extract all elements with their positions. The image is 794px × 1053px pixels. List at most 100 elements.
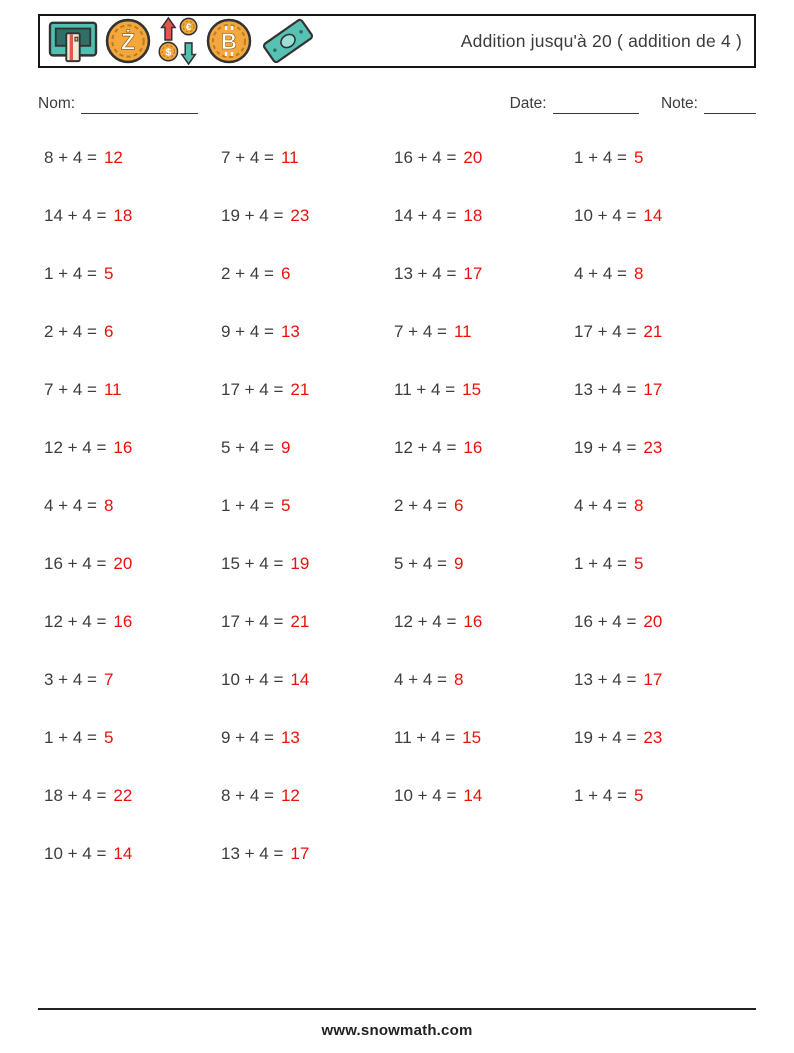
worksheet-title: Addition jusqu'à 20 ( addition de 4 ): [460, 30, 742, 51]
date-note-group: Date: Note:: [510, 94, 756, 114]
problem-cell: 16 + 4 = 20: [44, 554, 221, 574]
problem-answer: 18: [463, 206, 483, 225]
problem-answer: 16: [463, 438, 483, 457]
problem-expression: 18 + 4 =: [44, 786, 107, 805]
problem-expression: 13 + 4 =: [394, 264, 457, 283]
problem-answer: 20: [113, 554, 133, 573]
problem-answer: 8: [633, 496, 644, 515]
problem-answer: 14: [113, 844, 133, 863]
problem-cell: 13 + 4 = 17: [574, 670, 744, 690]
problem-expression: 12 + 4 =: [394, 612, 457, 631]
problem-cell: 12 + 4 = 16: [394, 438, 574, 458]
date-blank-line: [552, 96, 639, 114]
problem-expression: 1 + 4 =: [44, 728, 97, 747]
problem-expression: 12 + 4 =: [394, 438, 457, 457]
problem-cell: 7 + 4 = 11: [221, 148, 394, 168]
problem-cell: 1 + 4 = 5: [221, 496, 394, 516]
problem-expression: 15 + 4 =: [221, 554, 284, 573]
svg-text:Ż: Ż: [121, 28, 135, 54]
problem-cell: 16 + 4 = 20: [394, 148, 574, 168]
problem-expression: 19 + 4 =: [574, 728, 637, 747]
problem-answer: 6: [103, 322, 114, 341]
problem-cell: 10 + 4 = 14: [44, 844, 221, 864]
problem-expression: 10 + 4 =: [394, 786, 457, 805]
problem-cell: 4 + 4 = 8: [574, 496, 744, 516]
name-blank-line: [81, 96, 199, 114]
svg-text:$: $: [165, 46, 171, 58]
problem-expression: 10 + 4 =: [574, 206, 637, 225]
problem-answer: 20: [643, 612, 663, 631]
money-icon-row: Ż € $: [40, 16, 316, 66]
problem-cell: 12 + 4 = 16: [44, 612, 221, 632]
problem-cell: 19 + 4 = 23: [574, 438, 744, 458]
problem-cell: 1 + 4 = 5: [574, 554, 744, 574]
problem-answer: 13: [280, 728, 300, 747]
problem-expression: 1 + 4 =: [44, 264, 97, 283]
problem-expression: 12 + 4 =: [44, 612, 107, 631]
problem-cell: 7 + 4 = 11: [394, 322, 574, 342]
problem-expression: 19 + 4 =: [221, 206, 284, 225]
problem-expression: 1 + 4 =: [574, 148, 627, 167]
problem-cell: 8 + 4 = 12: [221, 786, 394, 806]
problem-expression: 13 + 4 =: [574, 670, 637, 689]
problem-cell: 17 + 4 = 21: [221, 612, 394, 632]
svg-text:B: B: [221, 29, 237, 54]
problem-expression: 4 + 4 =: [394, 670, 447, 689]
problem-answer: 17: [290, 844, 310, 863]
problem-expression: 1 + 4 =: [221, 496, 274, 515]
problem-answer: 15: [462, 728, 482, 747]
problem-answer: 5: [280, 496, 291, 515]
problem-answer: 9: [280, 438, 291, 457]
date-label: Date:: [509, 95, 547, 112]
problem-answer: 5: [103, 264, 114, 283]
problem-cell: 2 + 4 = 6: [394, 496, 574, 516]
problem-cell: 1 + 4 = 5: [574, 148, 744, 168]
problem-answer: 8: [103, 496, 114, 515]
problem-expression: 5 + 4 =: [221, 438, 274, 457]
problem-expression: 8 + 4 =: [44, 148, 97, 167]
problem-expression: 16 + 4 =: [574, 612, 637, 631]
problem-answer: 16: [113, 612, 133, 631]
problem-cell: 15 + 4 = 19: [221, 554, 394, 574]
problem-expression: 17 + 4 =: [221, 612, 284, 631]
problem-answer: 18: [113, 206, 133, 225]
problem-answer: 5: [633, 786, 644, 805]
info-fields: Nom: Date: Note:: [38, 94, 756, 116]
problem-cell: 4 + 4 = 8: [574, 264, 744, 284]
problem-cell: 10 + 4 = 14: [394, 786, 574, 806]
problem-answer: 21: [290, 380, 310, 399]
problem-cell: 14 + 4 = 18: [394, 206, 574, 226]
problem-expression: 17 + 4 =: [574, 322, 637, 341]
problem-expression: 9 + 4 =: [221, 322, 274, 341]
currency-exchange-icon: € $: [158, 16, 198, 66]
problem-answer: 19: [290, 554, 310, 573]
problem-answer: 11: [103, 380, 122, 399]
problem-expression: 2 + 4 =: [221, 264, 274, 283]
problem-answer: 17: [463, 264, 483, 283]
problem-answer: 11: [453, 322, 472, 341]
note-group: Note:: [661, 95, 756, 114]
problem-cell: 3 + 4 = 7: [44, 670, 221, 690]
problem-expression: 4 + 4 =: [574, 496, 627, 515]
problem-answer: 15: [462, 380, 482, 399]
problem-expression: 5 + 4 =: [394, 554, 447, 573]
problem-cell: 11 + 4 = 15: [394, 380, 574, 400]
problem-expression: 1 + 4 =: [574, 554, 627, 573]
problem-answer: 14: [290, 670, 310, 689]
problem-answer: 6: [453, 496, 464, 515]
problem-answer: 23: [643, 438, 663, 457]
problem-cell: 16 + 4 = 20: [574, 612, 744, 632]
problem-expression: 13 + 4 =: [574, 380, 637, 399]
problem-expression: 10 + 4 =: [44, 844, 107, 863]
problem-answer: 14: [643, 206, 663, 225]
date-group: Date:: [510, 94, 639, 114]
svg-text:€: €: [186, 22, 192, 33]
problem-cell: 1 + 4 = 5: [44, 728, 221, 748]
name-label: Nom:: [38, 95, 76, 112]
problem-answer: 5: [103, 728, 114, 747]
problem-expression: 4 + 4 =: [44, 496, 97, 515]
problem-expression: 12 + 4 =: [44, 438, 107, 457]
problem-answer: 23: [643, 728, 663, 747]
problem-answer: 17: [643, 380, 663, 399]
